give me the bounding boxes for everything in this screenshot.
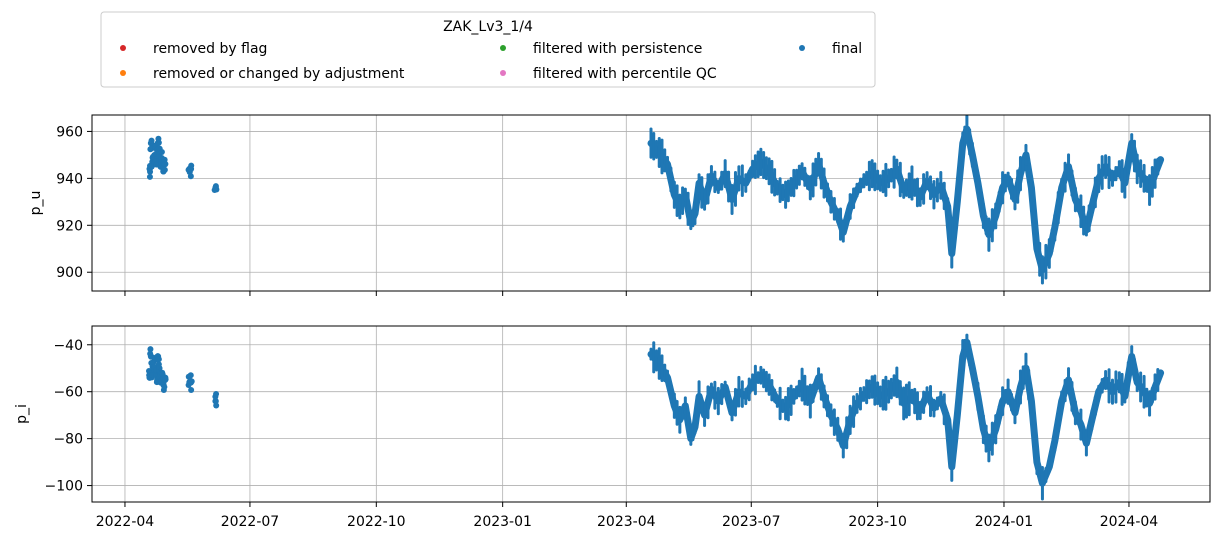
- data-point: [147, 350, 154, 357]
- data-point: [212, 397, 219, 405]
- panel-p-u-data: [146, 114, 1165, 285]
- panel-p-i-frame: [91, 325, 1211, 503]
- panel-p-i-data: [145, 333, 1165, 501]
- data-point: [213, 402, 220, 409]
- data-point: [187, 166, 194, 173]
- legend-label-removed-by-flag: removed by flag: [153, 41, 267, 57]
- x-tick-label: 2022-10: [347, 514, 406, 530]
- data-point: [187, 173, 194, 180]
- data-point: [213, 391, 220, 398]
- legend-label-final: final: [832, 41, 862, 57]
- x-tick-label: 2024-04: [1100, 514, 1159, 530]
- legend-entry-removed-or-changed-by-adjustment: removed or changed by adjustment: [120, 66, 405, 82]
- legend-entry-filtered-with-percentile-qc: filtered with percentile QC: [500, 66, 717, 82]
- legend-label-filtered-with-persistence: filtered with persistence: [533, 41, 702, 57]
- x-tick-label: 2022-04: [96, 514, 155, 530]
- legend-marker-filtered-with-percentile-qc: [500, 70, 506, 76]
- y-tick-label: −80: [53, 432, 83, 448]
- x-tick-label: 2023-01: [473, 514, 532, 530]
- y-tick-label: 900: [56, 265, 83, 281]
- panel-p-i-ylabel: p_i: [14, 404, 30, 424]
- panel-p-u-frame: [91, 114, 1211, 292]
- data-point: [212, 183, 219, 190]
- legend-label-removed-or-changed-by-adjustment: removed or changed by adjustment: [153, 66, 405, 82]
- panel-p-u-grid: [92, 115, 1210, 291]
- data-point: [161, 166, 168, 173]
- data-point: [147, 346, 154, 353]
- data-point: [147, 168, 154, 175]
- panel-p-i-yaxis: −40 −60 −80 −100: [45, 338, 92, 495]
- x-tick-label: 2023-07: [722, 514, 781, 530]
- data-point: [188, 387, 195, 394]
- data-point: [155, 135, 162, 142]
- panel-p-u-ylabel: p_u: [28, 191, 44, 216]
- legend-marker-removed-or-changed-by-adjustment: [120, 70, 126, 76]
- data-point: [162, 160, 169, 167]
- x-tick-label: 2022-07: [221, 514, 280, 530]
- x-tick-label: 2024-01: [975, 514, 1034, 530]
- data-point: [162, 376, 169, 383]
- data-point: [154, 356, 161, 363]
- y-tick-label: −60: [53, 385, 83, 401]
- legend-title: ZAK_Lv3_1/4: [443, 19, 533, 35]
- y-tick-label: 940: [56, 171, 83, 187]
- data-point: [188, 378, 195, 385]
- panel-p-i-xticks: 2022-04 2022-07 2022-10 2023-01 2023-04 2023-…: [96, 502, 1159, 530]
- legend-frame: [100, 11, 876, 88]
- data-point: [146, 173, 153, 180]
- legend-entry-filtered-with-persistence: filtered with persistence: [500, 41, 702, 57]
- legend-entry-final: final: [799, 41, 862, 57]
- data-point: [155, 361, 162, 368]
- data-point: [148, 137, 155, 144]
- panel-p-u: 960 940 920 900 p_u: [28, 114, 1211, 296]
- legend-label-filtered-with-percentile-qc: filtered with percentile QC: [533, 66, 717, 82]
- y-tick-label: 920: [56, 218, 83, 234]
- data-point: [158, 148, 165, 155]
- y-tick-label: −40: [53, 338, 83, 354]
- legend: ZAK_Lv3_1/4 removed by flag removed or c…: [100, 11, 876, 88]
- legend-marker-final: [799, 45, 805, 51]
- data-point: [161, 384, 168, 391]
- data-point: [187, 372, 194, 379]
- panel-p-i: −40 −60 −80 −100 2022-04 2022-07 2022-10 2023-…: [14, 325, 1211, 530]
- x-tick-label: 2023-10: [848, 514, 907, 530]
- y-tick-label: 960: [56, 124, 83, 140]
- y-tick-label: −100: [45, 479, 83, 495]
- legend-entry-removed-by-flag: removed by flag: [120, 41, 267, 57]
- x-tick-label: 2023-04: [597, 514, 656, 530]
- legend-marker-removed-by-flag: [120, 45, 126, 51]
- legend-marker-filtered-with-persistence: [500, 45, 506, 51]
- panel-p-u-yaxis: 960 940 920 900: [56, 124, 92, 281]
- panel-p-u-xticks: [124, 291, 1130, 296]
